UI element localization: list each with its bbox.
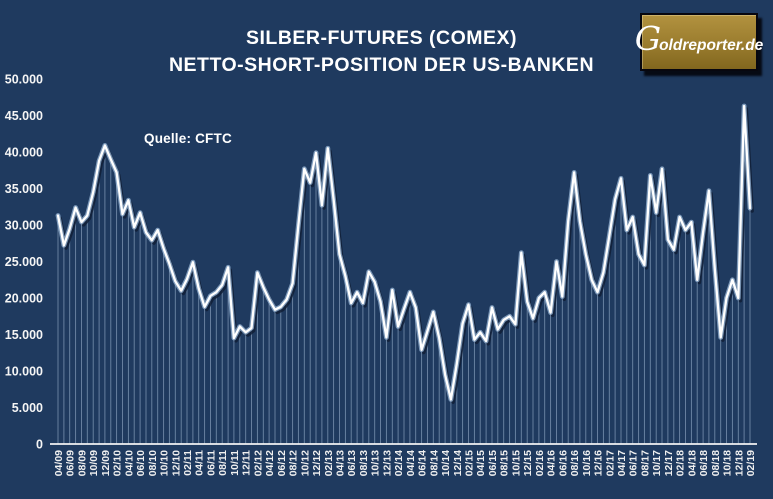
x-tick-label: 10/09 <box>88 450 100 476</box>
x-tick-label: 12/11 <box>241 450 253 476</box>
x-tick-label: 04/10 <box>123 450 135 476</box>
x-tick-label: 12/12 <box>311 450 323 476</box>
x-tick-label: 12/09 <box>100 450 112 476</box>
x-tick-label: 02/14 <box>393 450 405 476</box>
x-tick-label: 06/18 <box>698 450 710 476</box>
x-tick-label: 06/17 <box>628 450 640 476</box>
x-tick-label: 08/17 <box>639 450 651 476</box>
x-tick-label: 08/13 <box>358 450 370 476</box>
y-tick-label: 5.000 <box>12 401 43 415</box>
x-tick-label: 06/10 <box>135 450 147 476</box>
x-tick-label: 08/11 <box>217 450 229 476</box>
x-tick-label: 08/12 <box>288 450 300 476</box>
y-tick-label: 15.000 <box>5 328 43 342</box>
y-tick-label: 10.000 <box>5 365 43 379</box>
x-tick-label: 02/13 <box>323 450 335 476</box>
series-line <box>56 104 752 401</box>
x-tick-label: 06/16 <box>557 450 569 476</box>
x-tick-label: 04/16 <box>546 450 558 476</box>
x-tick-label: 04/17 <box>616 450 628 476</box>
x-tick-label: 10/11 <box>229 450 241 476</box>
x-tick-label: 10/16 <box>581 450 593 476</box>
x-tick-label: 06/11 <box>206 450 218 476</box>
x-tick-label: 02/15 <box>464 450 476 476</box>
x-tick-label: 12/18 <box>733 450 745 476</box>
y-tick-label: 25.000 <box>5 255 43 269</box>
x-tick-label: 10/15 <box>510 450 522 476</box>
y-tick-label: 20.000 <box>5 292 43 306</box>
x-tick-label: 12/13 <box>381 450 393 476</box>
x-tick-label: 08/15 <box>499 450 511 476</box>
logo-text: oldreporter.de <box>659 37 764 54</box>
y-tick-label: 35.000 <box>5 182 43 196</box>
x-tick-label: 02/10 <box>112 450 124 476</box>
x-tick-label: 06/15 <box>487 450 499 476</box>
x-tick-label: 04/15 <box>475 450 487 476</box>
x-tick-label: 04/14 <box>405 450 417 476</box>
x-tick-label: 08/14 <box>428 450 440 476</box>
x-tick-label: 08/10 <box>147 450 159 476</box>
x-tick-label: 08/09 <box>77 450 89 476</box>
chart-title: SILBER-FUTURES (COMEX) NETTO-SHORT-POSIT… <box>0 25 763 79</box>
x-tick-label: 12/17 <box>663 450 675 476</box>
x-tick-label: 12/16 <box>593 450 605 476</box>
x-tick-label: 10/18 <box>722 450 734 476</box>
x-tick-label: 02/12 <box>252 450 264 476</box>
x-tick-label: 06/12 <box>276 450 288 476</box>
x-tick-label: 04/18 <box>686 450 698 476</box>
x-tick-label: 04/09 <box>53 450 65 476</box>
x-tick-label: 02/19 <box>745 450 757 476</box>
x-tick-label: 12/10 <box>170 450 182 476</box>
x-tick-label: 08/16 <box>569 450 581 476</box>
x-tick-label: 10/10 <box>159 450 171 476</box>
x-tick-label: 10/13 <box>370 450 382 476</box>
x-tick-label: 04/12 <box>264 450 276 476</box>
x-tick-label: 02/11 <box>182 450 194 476</box>
x-tick-label: 02/17 <box>604 450 616 476</box>
x-tick-label: 06/14 <box>417 450 429 476</box>
x-tick-label: 10/12 <box>299 450 311 476</box>
x-tick-label: 06/09 <box>65 450 77 476</box>
logo-initial: G <box>634 19 662 58</box>
x-tick-label: 10/14 <box>440 450 452 476</box>
x-tick-label: 04/11 <box>194 450 206 476</box>
y-tick-label: 45.000 <box>5 109 43 123</box>
y-tick-label: 0 <box>36 438 43 452</box>
x-tick-label: 12/15 <box>522 450 534 476</box>
x-tick-label: 02/16 <box>534 450 546 476</box>
x-tick-label: 08/18 <box>710 450 722 476</box>
chart-title-line2: NETTO-SHORT-POSITION DER US-BANKEN <box>168 54 595 76</box>
y-tick-label: 50.000 <box>5 73 43 87</box>
source-label: Quelle: CFTC <box>144 131 232 146</box>
chart-title-line1: SILBER-FUTURES (COMEX) <box>246 27 517 49</box>
x-tick-label: 04/13 <box>335 450 347 476</box>
x-tick-label: 06/13 <box>346 450 358 476</box>
x-tick-label: 12/14 <box>452 450 464 476</box>
x-tick-label: 10/17 <box>651 450 663 476</box>
x-tick-label: 02/18 <box>675 450 687 476</box>
y-tick-label: 30.000 <box>5 219 43 233</box>
y-tick-label: 40.000 <box>5 146 43 160</box>
